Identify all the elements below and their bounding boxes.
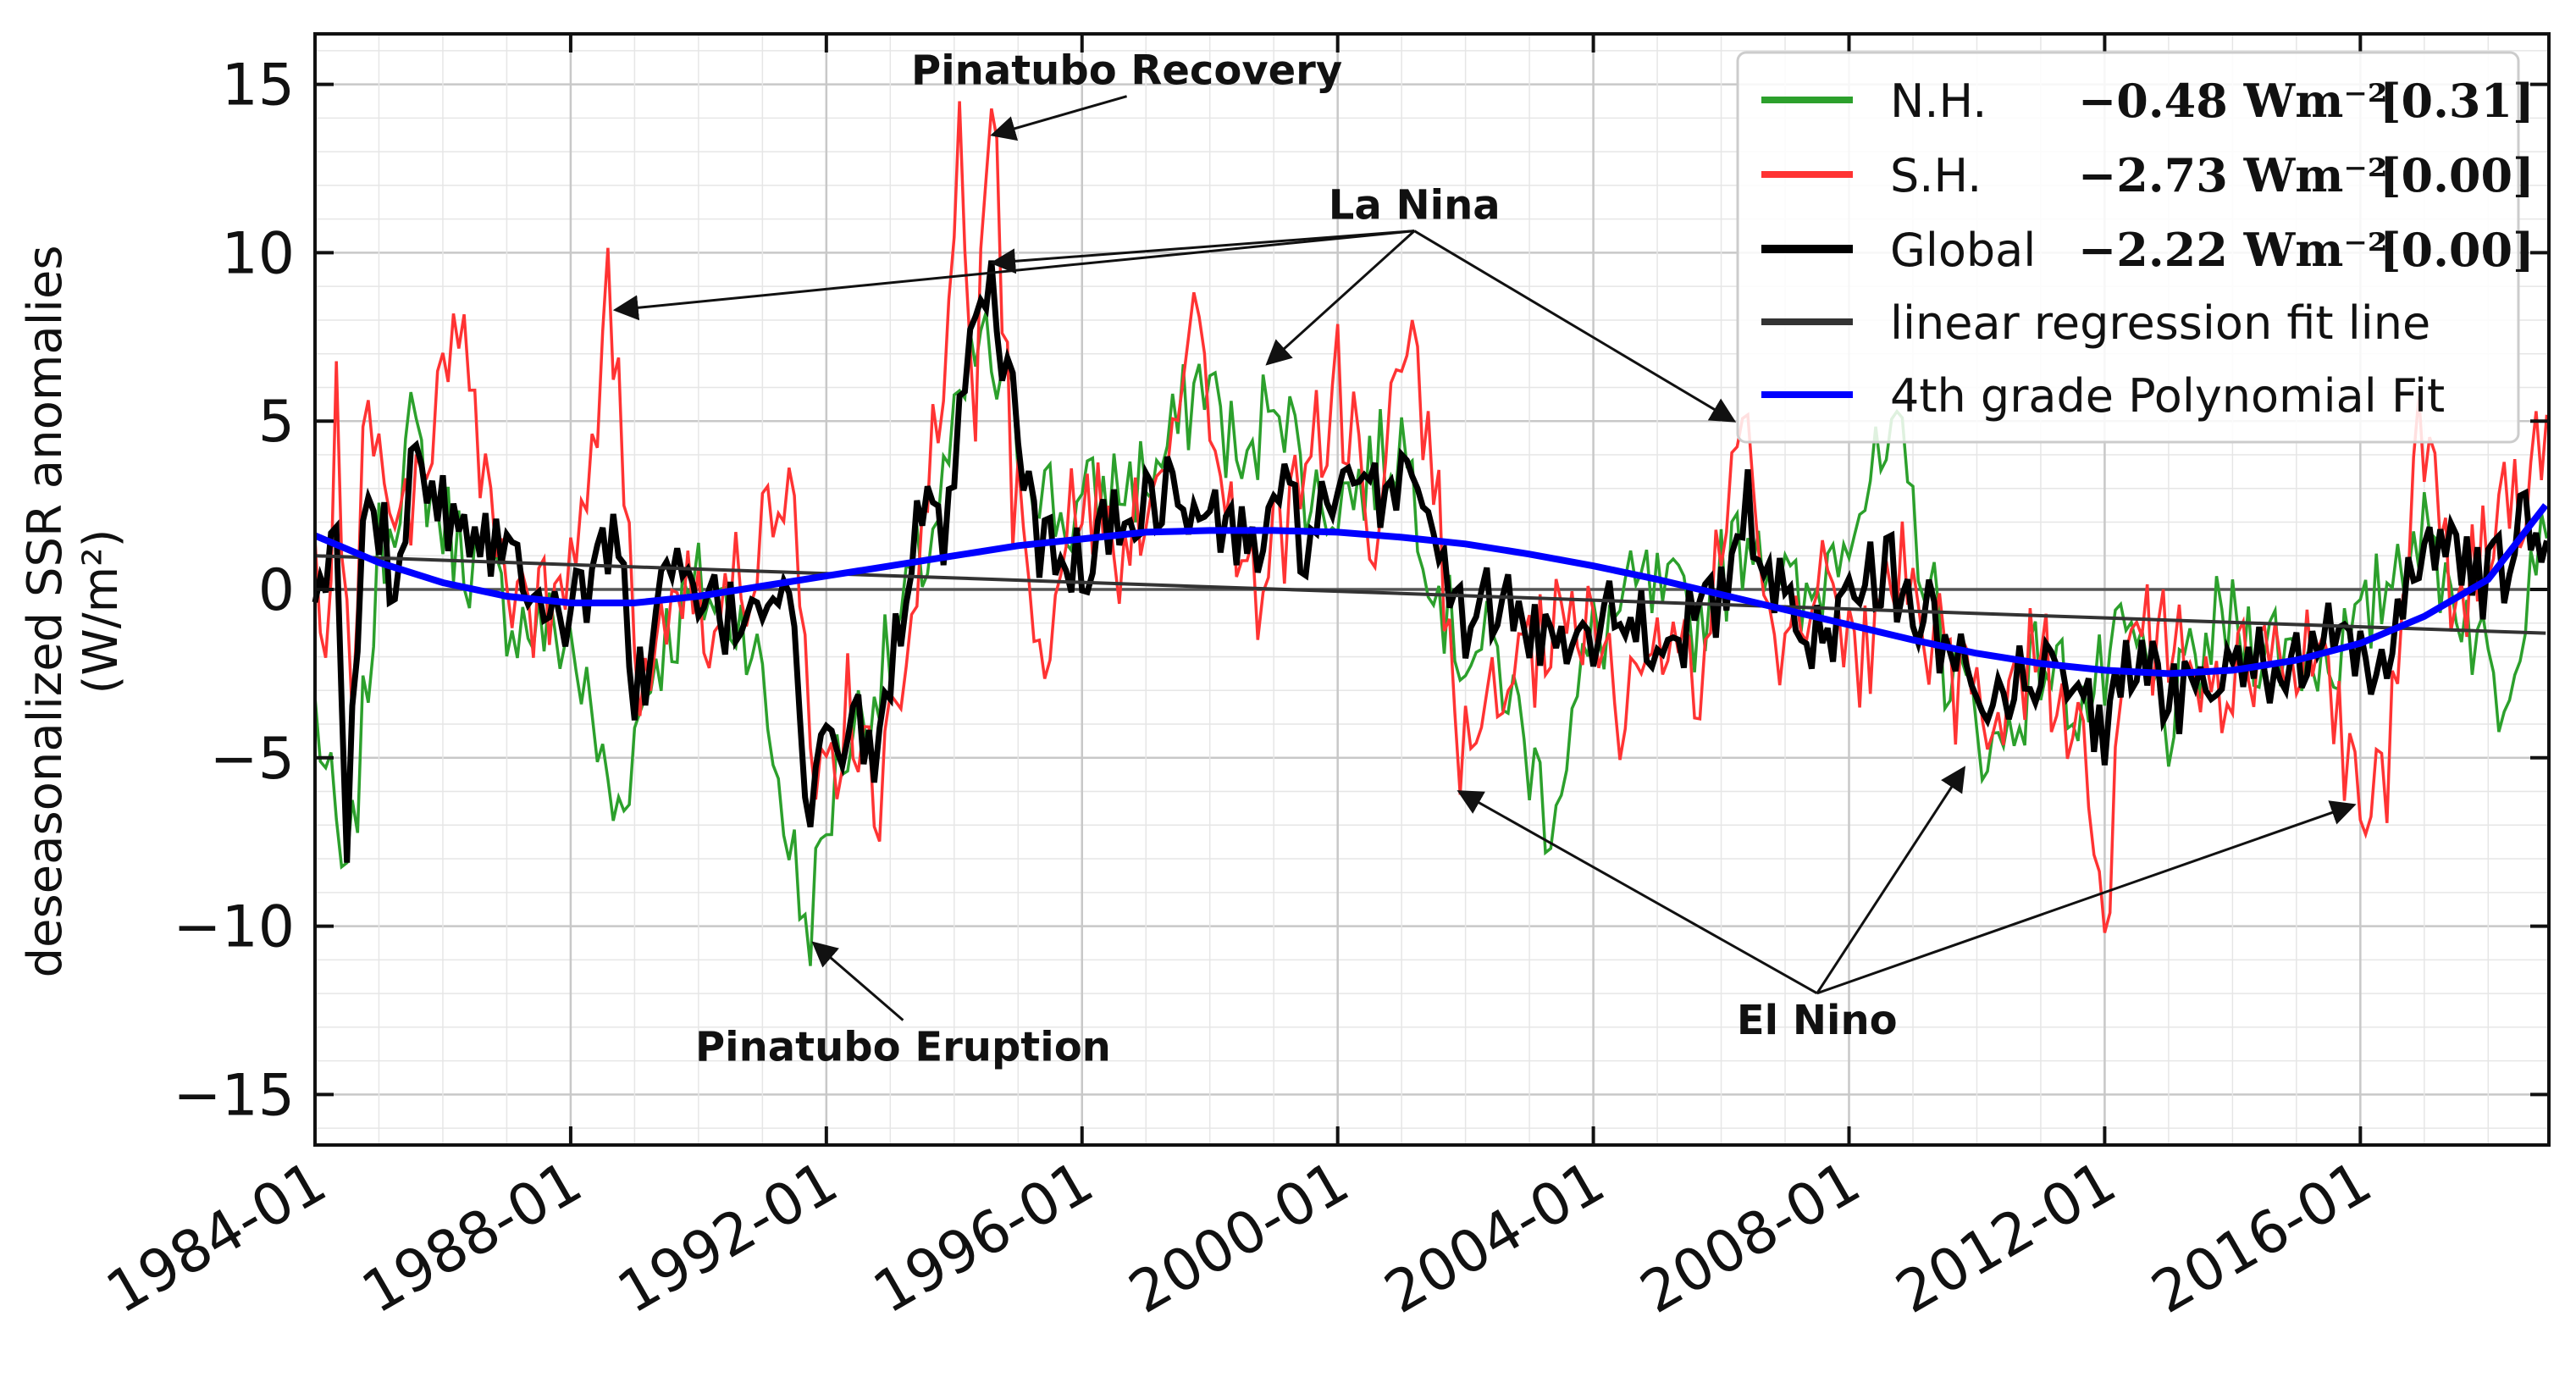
x-tick-label: 2012-01 [1885, 1148, 2127, 1326]
annotation-arrow [612, 230, 1415, 321]
legend-entry-global: Global −2.22 Wm⁻² [0.00] [1761, 223, 2535, 277]
annotation-arrow [1265, 230, 1416, 366]
annotation-arrow [1816, 766, 1966, 994]
legend-trend-nh: −0.48 Wm⁻² [2078, 74, 2388, 128]
y-axis-ticks: 15 10 5 0 −5 −10 −15 [173, 53, 2549, 1129]
y-axis-label-line2: (W/m²) [74, 529, 129, 694]
x-tick-label: 2016-01 [2141, 1148, 2383, 1326]
x-tick-label: 1992-01 [607, 1148, 849, 1326]
annotation-label: Pinatubo Recovery [911, 47, 1342, 95]
x-tick-label: 1988-01 [351, 1148, 594, 1326]
y-tick-label: −15 [173, 1062, 295, 1129]
annotation-label: Pinatubo Eruption [695, 1024, 1111, 1071]
annotation-arrow [1816, 800, 2357, 995]
annotation-pinatubo-recovery: Pinatubo Recovery [911, 47, 1342, 141]
annotation-label: La Nina [1329, 182, 1501, 230]
linear-regression-fit-line [314, 554, 2546, 635]
y-tick-label: 5 [258, 389, 295, 456]
annotation-pinatubo-eruption: Pinatubo Eruption [695, 941, 1111, 1071]
series-nh-line [313, 311, 2549, 966]
legend-label-nh: N.H. [1890, 75, 1987, 128]
x-tick-label: 1984-01 [96, 1148, 338, 1326]
x-tick-label: 2000-01 [1119, 1148, 1361, 1326]
legend-pvalue-sh: [0.00] [2380, 148, 2535, 202]
legend-entry-nh: N.H. −0.48 Wm⁻² [0.31] [1761, 74, 2535, 128]
x-tick-label: 2008-01 [1629, 1148, 1871, 1326]
legend-pvalue-global: [0.00] [2380, 223, 2535, 277]
annotation-arrow [1413, 230, 1737, 423]
legend-trend-sh: −2.73 Wm⁻² [2078, 148, 2388, 202]
legend: N.H. −0.48 Wm⁻² [0.31] S.H. −2.73 Wm⁻² [… [1736, 51, 2535, 444]
y-axis-label: deseasonalized SSR anomalies (W/m²) [18, 246, 129, 978]
legend-entry-linear-fit: linear regression fit line [1761, 296, 2430, 350]
legend-trend-global: −2.22 Wm⁻² [2078, 223, 2388, 277]
y-axis-label-line1: deseasonalized SSR anomalies [18, 246, 73, 978]
y-tick-label: −5 [210, 726, 295, 793]
legend-label-sh: S.H. [1890, 149, 1982, 202]
x-tick-label: 1996-01 [863, 1148, 1105, 1326]
annotation-la-nina: La Nina [612, 182, 1737, 423]
y-tick-label: −10 [173, 894, 295, 961]
x-tick-label: 2004-01 [1374, 1148, 1617, 1326]
legend-entry-sh: S.H. −2.73 Wm⁻² [0.00] [1761, 148, 2535, 202]
legend-entry-poly-fit: 4th grade Polynomial Fit [1761, 369, 2445, 423]
annotation-arrow [990, 95, 1128, 141]
annotation-arrow [1457, 790, 1818, 995]
annotation-label: El Nino [1737, 997, 1898, 1044]
annotation-arrow [990, 230, 1415, 274]
legend-label-linear-fit: linear regression fit line [1890, 296, 2430, 350]
y-tick-label: 0 [258, 557, 295, 624]
series-sh-line [313, 101, 2549, 933]
series-layer [312, 101, 2550, 966]
annotation-el-nino: El Nino [1457, 766, 2357, 1044]
y-tick-label: 15 [221, 53, 295, 119]
legend-pvalue-nh: [0.31] [2380, 74, 2535, 128]
legend-label-poly-fit: 4th grade Polynomial Fit [1890, 369, 2445, 423]
polynomial-fit-line [313, 503, 2549, 678]
y-tick-label: 10 [221, 220, 295, 287]
annotations: Pinatubo Recovery La Nina Pinatubo Erupt… [612, 47, 2357, 1071]
legend-label-global: Global [1890, 224, 2036, 277]
annotation-arrow [811, 941, 904, 1021]
legend-box [1736, 51, 2520, 444]
